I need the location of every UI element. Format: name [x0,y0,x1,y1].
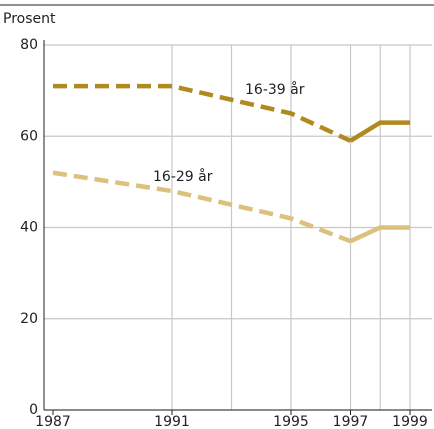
series-line [349,225,410,244]
x-tick-label: 1997 [333,414,369,429]
series-line [349,120,410,143]
y-tick-label: 40 [20,220,38,236]
series-label: 16-29 år [153,168,213,185]
series-label: 16-39 år [245,81,305,98]
x-tick-label: 1999 [392,414,428,429]
series-line [53,83,352,143]
y-tick-label: 20 [20,311,38,327]
series-line [52,170,352,244]
y-tick-label: 60 [20,128,38,144]
y-axis-label: Prosent [3,11,56,27]
x-tick-label: 1987 [35,414,71,429]
y-tick-label: 80 [20,37,38,53]
x-tick-label: 1991 [154,414,190,429]
y-tick-label: 0 [29,402,38,418]
x-tick-label: 1995 [273,414,309,429]
